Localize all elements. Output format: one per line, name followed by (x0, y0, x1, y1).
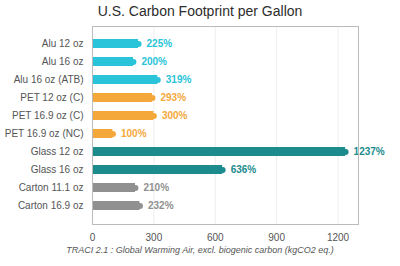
svg-text:Alu 16 oz (ATB): Alu 16 oz (ATB) (14, 74, 84, 85)
svg-text:Alu 16 oz: Alu 16 oz (42, 56, 84, 67)
svg-text:232%: 232% (148, 200, 174, 211)
svg-text:1200: 1200 (327, 232, 350, 243)
svg-text:Carton 11.1 oz: Carton 11.1 oz (19, 182, 84, 193)
svg-text:Carton 16.9 oz: Carton 16.9 oz (18, 200, 84, 211)
svg-text:1237%: 1237% (353, 146, 385, 158)
svg-text:PET 16.9 oz (C): PET 16.9 oz (C) (12, 110, 84, 121)
svg-text:Glass 12 oz: Glass 12 oz (31, 146, 84, 157)
svg-text:210%: 210% (143, 182, 169, 193)
svg-text:200%: 200% (141, 56, 167, 67)
svg-text:636%: 636% (231, 164, 257, 175)
svg-text:100%: 100% (121, 128, 147, 139)
svg-text:PET 12 oz (C): PET 12 oz (C) (20, 92, 83, 103)
html-text:U.S. Carbon Footprint per Gall: U.S. Carbon Footprint per Gallon (97, 3, 303, 19)
svg-text:Glass 16 oz: Glass 16 oz (31, 164, 84, 175)
svg-text:225%: 225% (147, 38, 173, 49)
html-text:TRACI 2.1 : Global Warming Air: TRACI 2.1 : Global Warming Air, excl. bi… (66, 245, 334, 255)
svg-text:300%: 300% (162, 110, 188, 121)
svg-text:900: 900 (268, 232, 285, 243)
svg-text:300: 300 (146, 232, 163, 243)
svg-text:PET 16.9 oz (NC): PET 16.9 oz (NC) (5, 128, 84, 139)
svg-text:Alu 12 oz: Alu 12 oz (42, 38, 84, 49)
svg-text:600: 600 (207, 232, 224, 243)
svg-text:293%: 293% (160, 92, 186, 103)
svg-text:0: 0 (90, 232, 96, 243)
svg-text:319%: 319% (166, 74, 192, 85)
